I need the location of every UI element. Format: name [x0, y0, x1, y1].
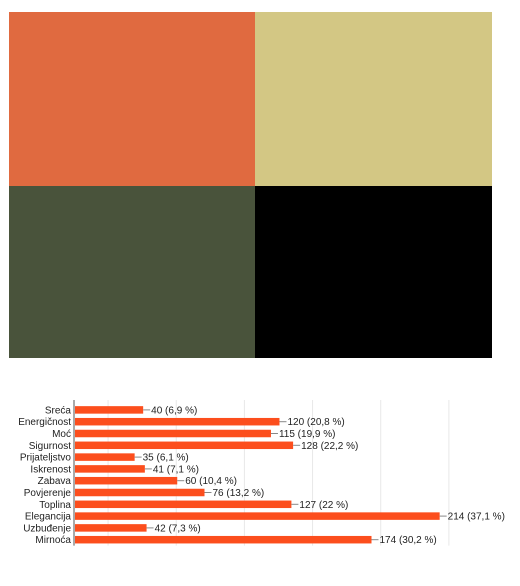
data-label: 120 (20,8 %): [287, 417, 344, 428]
category-label: Elegancija: [25, 512, 72, 523]
data-label: 40 (6,9 %): [151, 405, 197, 416]
data-label: 76 (13,2 %): [213, 488, 265, 499]
color-palette: [9, 12, 492, 358]
category-label: Sigurnost: [29, 441, 71, 452]
category-label: Mirnoća: [35, 535, 71, 546]
bar: [75, 429, 271, 438]
category-label: Energičnost: [18, 417, 71, 428]
bar: [75, 488, 205, 497]
category-label: Povjerenje: [24, 488, 72, 499]
data-label: 214 (37,1 %): [448, 512, 505, 523]
bar-chart: Sreća 40 (6,9 %) Energičnost 120 (20,8 %) Mo…: [18, 400, 505, 546]
bar: [75, 524, 147, 532]
bar: [75, 476, 178, 485]
data-label: 115 (19,9 %): [279, 429, 336, 440]
bar: [75, 441, 294, 450]
data-label: 127 (22 %): [299, 500, 348, 511]
category-label: Sreća: [45, 405, 72, 416]
bar: [75, 417, 280, 426]
color-swatch-sand: [255, 12, 492, 186]
bar: [75, 512, 440, 520]
data-label: 35 (6,1 %): [143, 453, 189, 464]
category-label: Iskrenost: [30, 464, 71, 475]
data-label: 174 (30,2 %): [379, 535, 436, 546]
bar: [75, 465, 145, 473]
chart-bars: Sreća 40 (6,9 %) Energičnost 120 (20,8 %) Mo…: [18, 400, 505, 546]
color-swatch-orange: [9, 12, 255, 186]
data-label: 128 (22,2 %): [301, 441, 358, 452]
data-label: 60 (10,4 %): [185, 476, 237, 487]
category-label: Uzbuđenje: [23, 523, 71, 534]
bar: [75, 453, 135, 461]
category-label: Prijateljstvo: [20, 453, 72, 464]
bar: [75, 535, 372, 544]
bar: [75, 500, 292, 509]
color-swatch-olive: [9, 186, 255, 358]
category-label: Moć: [52, 429, 71, 440]
color-swatch-black: [255, 186, 492, 358]
category-label: Toplina: [39, 500, 71, 511]
data-label: 41 (7,1 %): [153, 464, 199, 475]
bar: [75, 406, 144, 414]
data-label: 42 (7,3 %): [155, 523, 201, 534]
category-label: Zabava: [38, 476, 72, 487]
